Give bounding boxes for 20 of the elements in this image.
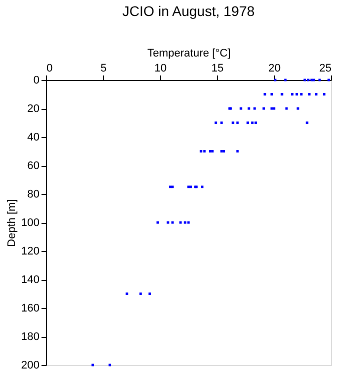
y-tick-label: 120 (21, 246, 40, 258)
x-tick-label: 0 (46, 62, 53, 74)
y-tick-label: 80 (27, 188, 40, 200)
y-tick-label: 100 (21, 217, 40, 229)
y-tick-label: 200 (21, 360, 40, 372)
y-tick-label: 160 (21, 302, 40, 314)
x-tick-label: 10 (154, 62, 167, 74)
y-tick-label: 180 (21, 331, 40, 343)
x-tick-label: 20 (268, 62, 281, 74)
y-tick-label: 20 (27, 103, 40, 115)
y-tick-label: 60 (27, 160, 40, 172)
y-tick-label: 40 (27, 132, 40, 144)
x-tick-label: 15 (211, 62, 224, 74)
chart-title: JCIO in August, 1978 (122, 3, 255, 19)
x-tick-label: 5 (100, 62, 107, 74)
y-axis-title: Depth [m] (6, 199, 18, 247)
y-tick-label: 140 (21, 274, 40, 286)
x-tick-label: 25 (319, 62, 332, 74)
y-tick-label: 0 (33, 74, 40, 86)
x-axis-title: Temperature [°C] (147, 48, 231, 60)
